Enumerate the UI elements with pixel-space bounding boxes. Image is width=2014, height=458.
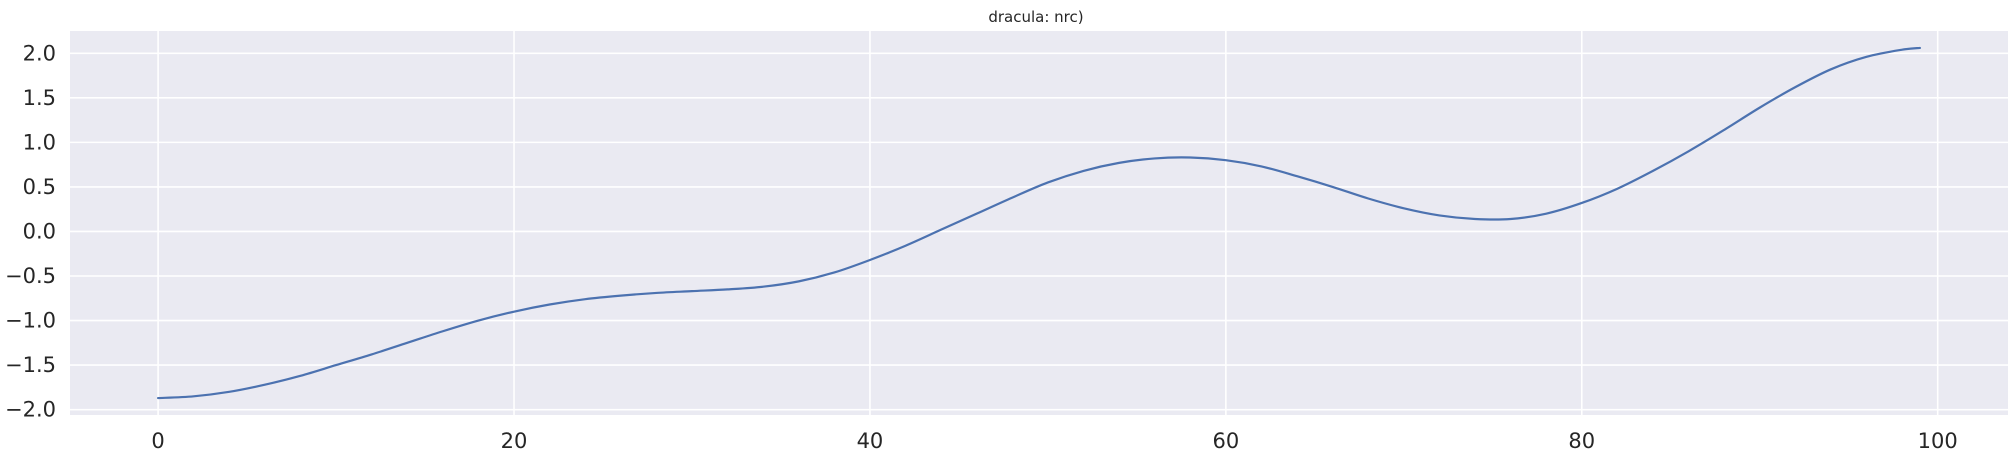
x-tick-label: 100 bbox=[1918, 429, 1958, 453]
x-tick-label: 20 bbox=[501, 429, 528, 453]
y-tick-label: −1.0 bbox=[5, 309, 56, 333]
y-tick-label: −1.5 bbox=[5, 353, 56, 377]
x-tick-label: 80 bbox=[1568, 429, 1595, 453]
x-tick-label: 40 bbox=[857, 429, 884, 453]
x-tick-label: 60 bbox=[1212, 429, 1239, 453]
y-tick-label: 2.0 bbox=[23, 41, 56, 65]
y-tick-label: −2.0 bbox=[5, 398, 56, 422]
y-axis-ticks: −2.0 −1.5 −1.0 −0.5 0.0 0.5 1.0 1.5 2.0 bbox=[5, 41, 56, 421]
chart-title: dracula: nrc) bbox=[988, 8, 1083, 26]
grid-lines bbox=[70, 31, 2008, 415]
x-tick-label: 0 bbox=[151, 429, 164, 453]
plot-background bbox=[70, 31, 2008, 415]
y-tick-label: 1.0 bbox=[23, 130, 56, 154]
series-group bbox=[156, 46, 1922, 400]
y-tick-label: 1.5 bbox=[23, 86, 56, 110]
x-axis-ticks: 0 20 40 60 80 100 bbox=[151, 429, 1957, 453]
y-tick-label: 0.5 bbox=[23, 175, 56, 199]
y-tick-label: −0.5 bbox=[5, 264, 56, 288]
series-line bbox=[156, 46, 1922, 400]
y-tick-label: 0.0 bbox=[23, 219, 56, 243]
